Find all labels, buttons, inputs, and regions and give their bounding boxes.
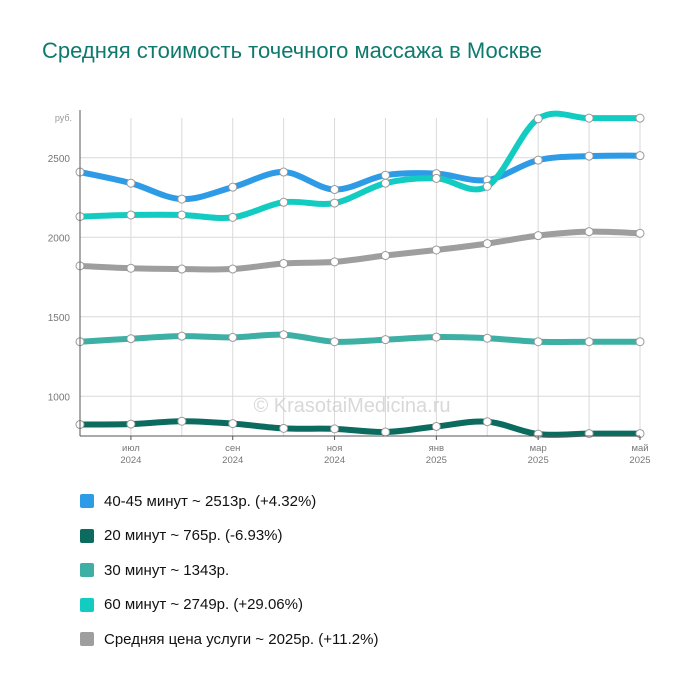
data-point <box>126 263 136 273</box>
x-tick-label: июл <box>122 443 140 454</box>
data-point <box>330 257 340 267</box>
legend-swatch <box>80 494 94 509</box>
series-line <box>77 110 643 221</box>
chart-axes: 1000150020002500руб.июл2024сен2024ноя202… <box>48 110 651 466</box>
data-point <box>380 170 390 180</box>
data-point <box>177 264 187 274</box>
y-tick-label: 1500 <box>48 313 71 324</box>
series-1 <box>75 416 645 439</box>
data-point <box>533 155 543 165</box>
data-point <box>533 114 543 124</box>
watermark: © KrasotaiMedicina.ru <box>253 395 450 417</box>
data-point <box>482 181 492 191</box>
chart-grid <box>79 118 641 436</box>
data-point <box>228 182 238 192</box>
data-point <box>279 167 289 177</box>
legend-item: 60 минут ~ 2749р. (+29.06%) <box>80 588 378 623</box>
data-point <box>431 421 441 431</box>
data-point <box>279 423 289 433</box>
data-point <box>177 416 187 426</box>
data-point <box>380 251 390 261</box>
data-point <box>380 335 390 345</box>
data-point <box>126 178 136 188</box>
x-tick-year: 2024 <box>324 455 345 466</box>
legend-label: 30 минут ~ 1343р. <box>104 561 230 579</box>
data-point <box>126 210 136 220</box>
data-point <box>482 239 492 249</box>
data-point <box>177 194 187 204</box>
x-tick-year: 2024 <box>222 455 243 466</box>
x-tick-year: 2024 <box>120 455 141 466</box>
chart-series <box>75 110 645 439</box>
line-chart: © KrasotaiMedicina.ru 1000 1500 2000 2500 ру… <box>48 110 651 466</box>
series-line <box>77 331 643 345</box>
data-point <box>330 337 340 347</box>
data-point <box>431 173 441 183</box>
series-2 <box>75 330 645 347</box>
data-point <box>584 151 594 161</box>
chart-legend: 40-45 минут ~ 2513р. (+4.32%) 20 минут ~ … <box>80 484 378 657</box>
series-3 <box>75 110 645 222</box>
legend-swatch <box>80 528 94 543</box>
legend-swatch <box>80 563 94 578</box>
data-point <box>635 228 645 238</box>
data-point <box>482 333 492 343</box>
data-point <box>635 337 645 347</box>
legend-item: 30 минут ~ 1343р. <box>80 553 378 588</box>
data-point <box>584 113 594 123</box>
x-tick-label: май <box>631 443 648 454</box>
data-point <box>482 417 492 427</box>
data-point <box>330 424 340 434</box>
data-point <box>126 419 136 429</box>
data-point <box>228 264 238 274</box>
legend-item: Средняя цена услуги ~ 2025р. (+11.2%) <box>80 622 378 657</box>
data-point <box>228 419 238 429</box>
data-point <box>380 178 390 188</box>
data-point <box>330 185 340 195</box>
data-point <box>533 337 543 347</box>
legend-label: 60 минут ~ 2749р. (+29.06%) <box>104 596 303 614</box>
legend-label: 40-45 минут ~ 2513р. (+4.32%) <box>104 492 317 510</box>
legend-label: 20 минут ~ 765р. (-6.93%) <box>104 527 283 545</box>
data-point <box>431 332 441 342</box>
data-point <box>279 258 289 268</box>
legend-item: 20 минут ~ 765р. (-6.93%) <box>80 519 378 554</box>
y-tick-label: 2500 <box>48 154 71 165</box>
data-point <box>330 198 340 208</box>
y-axis-unit: руб. <box>55 113 72 123</box>
x-tick-label: сен <box>225 443 240 454</box>
data-point <box>635 151 645 161</box>
data-point <box>635 113 645 123</box>
data-point <box>584 227 594 237</box>
x-tick-year: 2025 <box>528 455 549 466</box>
data-point <box>380 427 390 437</box>
data-point <box>584 337 594 347</box>
data-point <box>177 210 187 220</box>
series-4 <box>75 227 645 274</box>
x-tick-year: 2025 <box>629 455 650 466</box>
data-point <box>228 332 238 342</box>
data-point <box>533 231 543 241</box>
x-tick-label: мар <box>530 443 547 454</box>
data-point <box>177 331 187 341</box>
data-point <box>228 212 238 222</box>
x-tick-year: 2025 <box>426 455 447 466</box>
y-tick-label: 2000 <box>48 233 71 244</box>
x-tick-label: янв <box>429 443 444 454</box>
data-point <box>279 197 289 207</box>
legend-item: 40-45 минут ~ 2513р. (+4.32%) <box>80 484 378 519</box>
legend-swatch <box>80 632 94 647</box>
y-tick-label: 1000 <box>48 392 71 403</box>
series-line <box>77 418 643 438</box>
x-tick-label: ноя <box>327 443 343 454</box>
data-point <box>279 330 289 340</box>
legend-label: Средняя цена услуги ~ 2025р. (+11.2%) <box>104 630 379 648</box>
chart-title: Средняя стоимость точечного массажа в Мо… <box>42 38 543 63</box>
data-point <box>431 245 441 255</box>
data-point <box>126 334 136 344</box>
legend-swatch <box>80 597 94 612</box>
